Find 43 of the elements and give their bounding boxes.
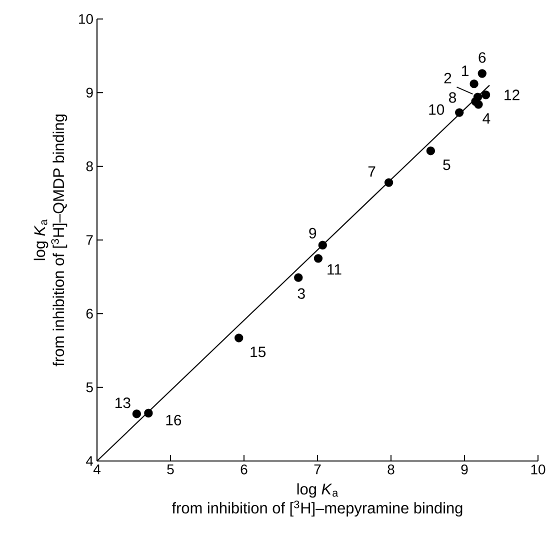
annotation: 13 (116, 398, 130, 408)
annotation: 7 (368, 166, 376, 177)
point (294, 273, 303, 282)
point (455, 108, 464, 117)
y-tick-label: 6 (86, 308, 93, 319)
y-tick-label: 5 (86, 382, 93, 392)
point (318, 240, 327, 250)
annotation: 9 (309, 228, 316, 238)
point (384, 178, 394, 187)
annotation: 6 (478, 52, 486, 63)
point (470, 79, 478, 88)
annotation: 11 (328, 264, 342, 275)
annotation: 10 (429, 104, 444, 115)
annotation: 15 (250, 346, 266, 358)
annotation: 8 (449, 92, 456, 103)
point (132, 410, 142, 418)
point (426, 146, 436, 156)
y-tick-label: 4 (86, 456, 94, 466)
point (478, 69, 486, 78)
annotation: 5 (443, 160, 450, 170)
x-tick-label: 7 (314, 464, 321, 474)
annotation: 3 (298, 288, 305, 299)
annotation: 1 (462, 66, 468, 76)
x-tick-label: 6 (240, 464, 248, 474)
point (314, 254, 323, 263)
y-tick-label: 8 (86, 161, 93, 172)
annotation: 2 (444, 72, 452, 84)
point (481, 90, 490, 100)
annotation: 12 (504, 90, 520, 100)
text: log K$_{a}$ from inhibition of [$^{3}$H]–mepyramine binding (172, 483, 462, 517)
x-tick-label: 9 (461, 464, 468, 474)
x-tick-label: 10 (531, 464, 546, 474)
x-tick-label: 4 (93, 464, 100, 474)
x-tick-label: 8 (388, 464, 394, 474)
x-tick-label: 5 (167, 464, 174, 474)
point (234, 334, 244, 342)
text: log K$_{a}$ from inhibition of [$^{3}$H]–QMDP binding (34, 114, 68, 366)
point (144, 408, 153, 418)
y-tick-label: 7 (86, 235, 93, 245)
y-tick-label: 10 (79, 14, 93, 24)
annotation: 16 (166, 414, 182, 426)
y-tick-label: 9 (86, 88, 93, 98)
annotation: 4 (482, 113, 490, 124)
